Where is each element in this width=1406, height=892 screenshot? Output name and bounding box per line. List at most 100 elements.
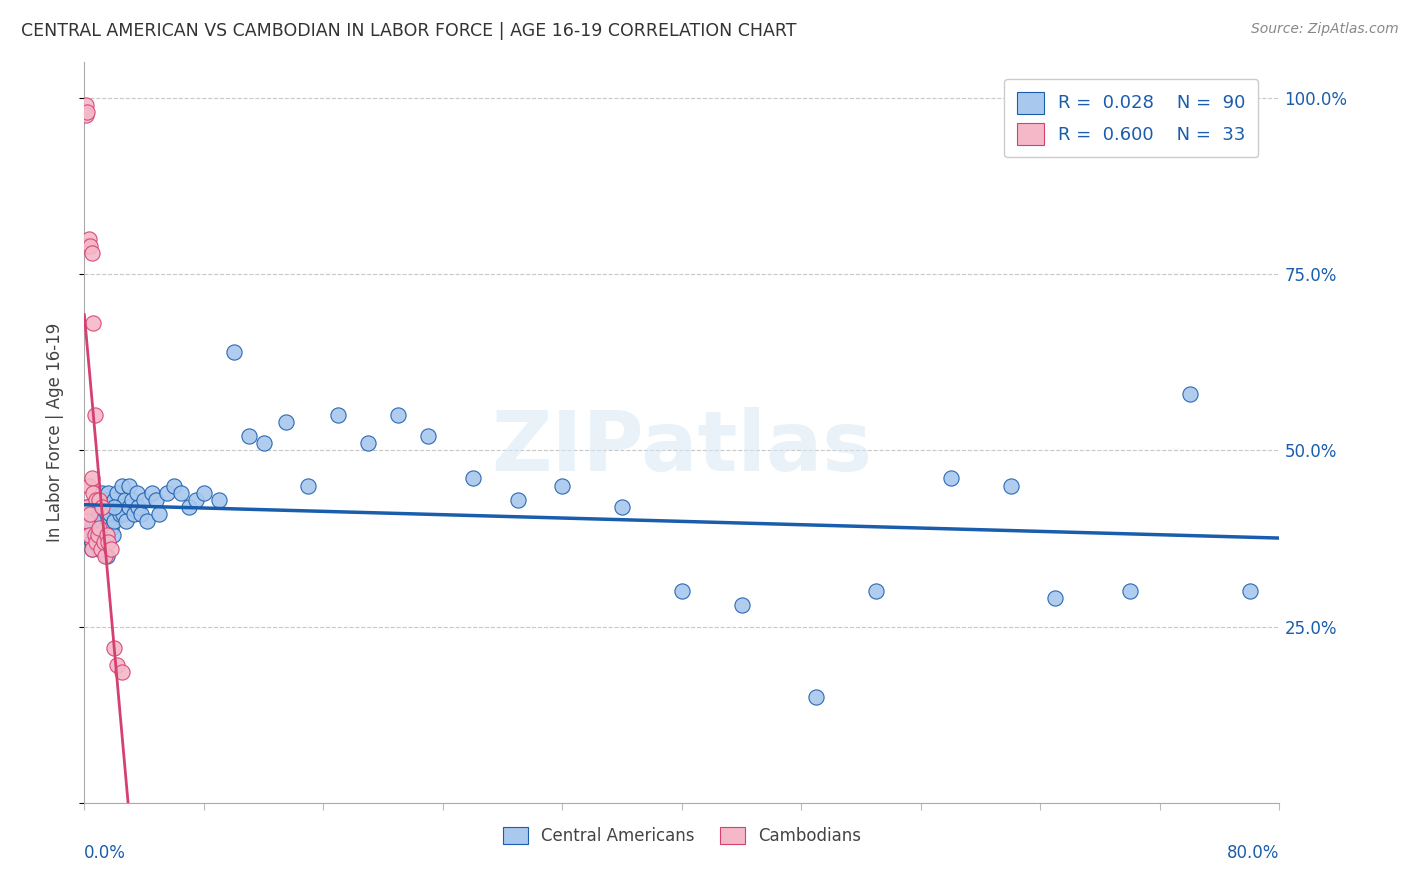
Point (76, 104, 98, 119)
Point (193, 485, 215, 500)
Point (77, 478, 100, 492)
Point (93, 500, 115, 514)
Point (82, 316, 104, 330)
Point (145, 492, 167, 507)
Point (91, 500, 114, 514)
Text: 0.0%: 0.0% (84, 844, 127, 862)
Point (77, 528, 100, 542)
Point (121, 492, 143, 507)
Point (118, 478, 141, 492)
Point (87, 500, 110, 514)
Point (155, 485, 177, 500)
Point (357, 436, 380, 450)
Point (93, 535, 115, 549)
Point (86, 535, 108, 549)
Point (177, 500, 200, 514)
Point (328, 408, 350, 422)
Point (127, 500, 149, 514)
Point (80, 541, 103, 556)
Point (96, 528, 118, 542)
Point (89, 521, 111, 535)
Point (96, 492, 118, 507)
Point (1239, 584, 1261, 599)
Point (80, 521, 103, 535)
Point (86, 514, 108, 528)
Point (82, 514, 104, 528)
Point (97, 514, 120, 528)
Text: 80.0%: 80.0% (1227, 844, 1279, 862)
Point (83, 528, 105, 542)
Point (865, 584, 887, 599)
Point (77, 232, 100, 246)
Point (387, 408, 409, 422)
Point (82, 485, 104, 500)
Point (101, 528, 124, 542)
Point (551, 478, 574, 492)
Point (103, 640, 125, 655)
Point (111, 665, 134, 680)
Legend: Central Americans, Cambodians: Central Americans, Cambodians (495, 819, 869, 854)
Point (89, 507, 111, 521)
Point (96, 528, 118, 542)
Point (75, 97, 97, 112)
Point (105, 658, 128, 673)
Point (89, 528, 111, 542)
Point (125, 485, 148, 500)
Text: CENTRAL AMERICAN VS CAMBODIAN IN LABOR FORCE | AGE 16-19 CORRELATION CHART: CENTRAL AMERICAN VS CAMBODIAN IN LABOR F… (21, 22, 797, 40)
Point (75, 108, 97, 122)
Point (100, 521, 122, 535)
Text: ZIPatlas: ZIPatlas (492, 407, 872, 488)
Point (612, 500, 634, 514)
Point (80, 535, 103, 549)
Point (76, 500, 98, 514)
Point (103, 500, 125, 514)
Point (80, 471, 103, 485)
Point (132, 492, 156, 507)
Point (105, 485, 128, 500)
Point (129, 507, 152, 521)
Point (79, 239, 101, 253)
Point (76, 500, 98, 514)
Point (80, 245, 103, 260)
Point (103, 492, 125, 507)
Point (103, 514, 125, 528)
Point (1119, 584, 1142, 599)
Point (82, 500, 104, 514)
Point (110, 507, 132, 521)
Point (89, 541, 111, 556)
Point (79, 507, 101, 521)
Point (416, 429, 439, 443)
Point (89, 492, 111, 507)
Point (118, 500, 141, 514)
Point (253, 436, 276, 450)
Point (222, 344, 245, 359)
Point (76, 239, 98, 253)
Point (87, 521, 110, 535)
Point (93, 528, 115, 542)
Point (100, 541, 122, 556)
Point (83, 507, 105, 521)
Point (83, 528, 105, 542)
Point (274, 415, 297, 429)
Point (94, 521, 117, 535)
Point (297, 478, 319, 492)
Point (148, 507, 170, 521)
Point (91, 485, 114, 500)
Point (77, 514, 100, 528)
Point (170, 485, 193, 500)
Text: Source: ZipAtlas.com: Source: ZipAtlas.com (1251, 22, 1399, 37)
Point (112, 507, 135, 521)
Point (90, 500, 112, 514)
Point (79, 507, 101, 521)
Point (89, 492, 111, 507)
Point (76, 514, 98, 528)
Point (136, 514, 159, 528)
Point (1000, 478, 1022, 492)
Point (506, 492, 529, 507)
Point (238, 429, 260, 443)
Point (80, 541, 103, 556)
Point (90, 541, 112, 556)
Point (83, 408, 105, 422)
Point (939, 471, 962, 485)
Point (1045, 591, 1067, 606)
